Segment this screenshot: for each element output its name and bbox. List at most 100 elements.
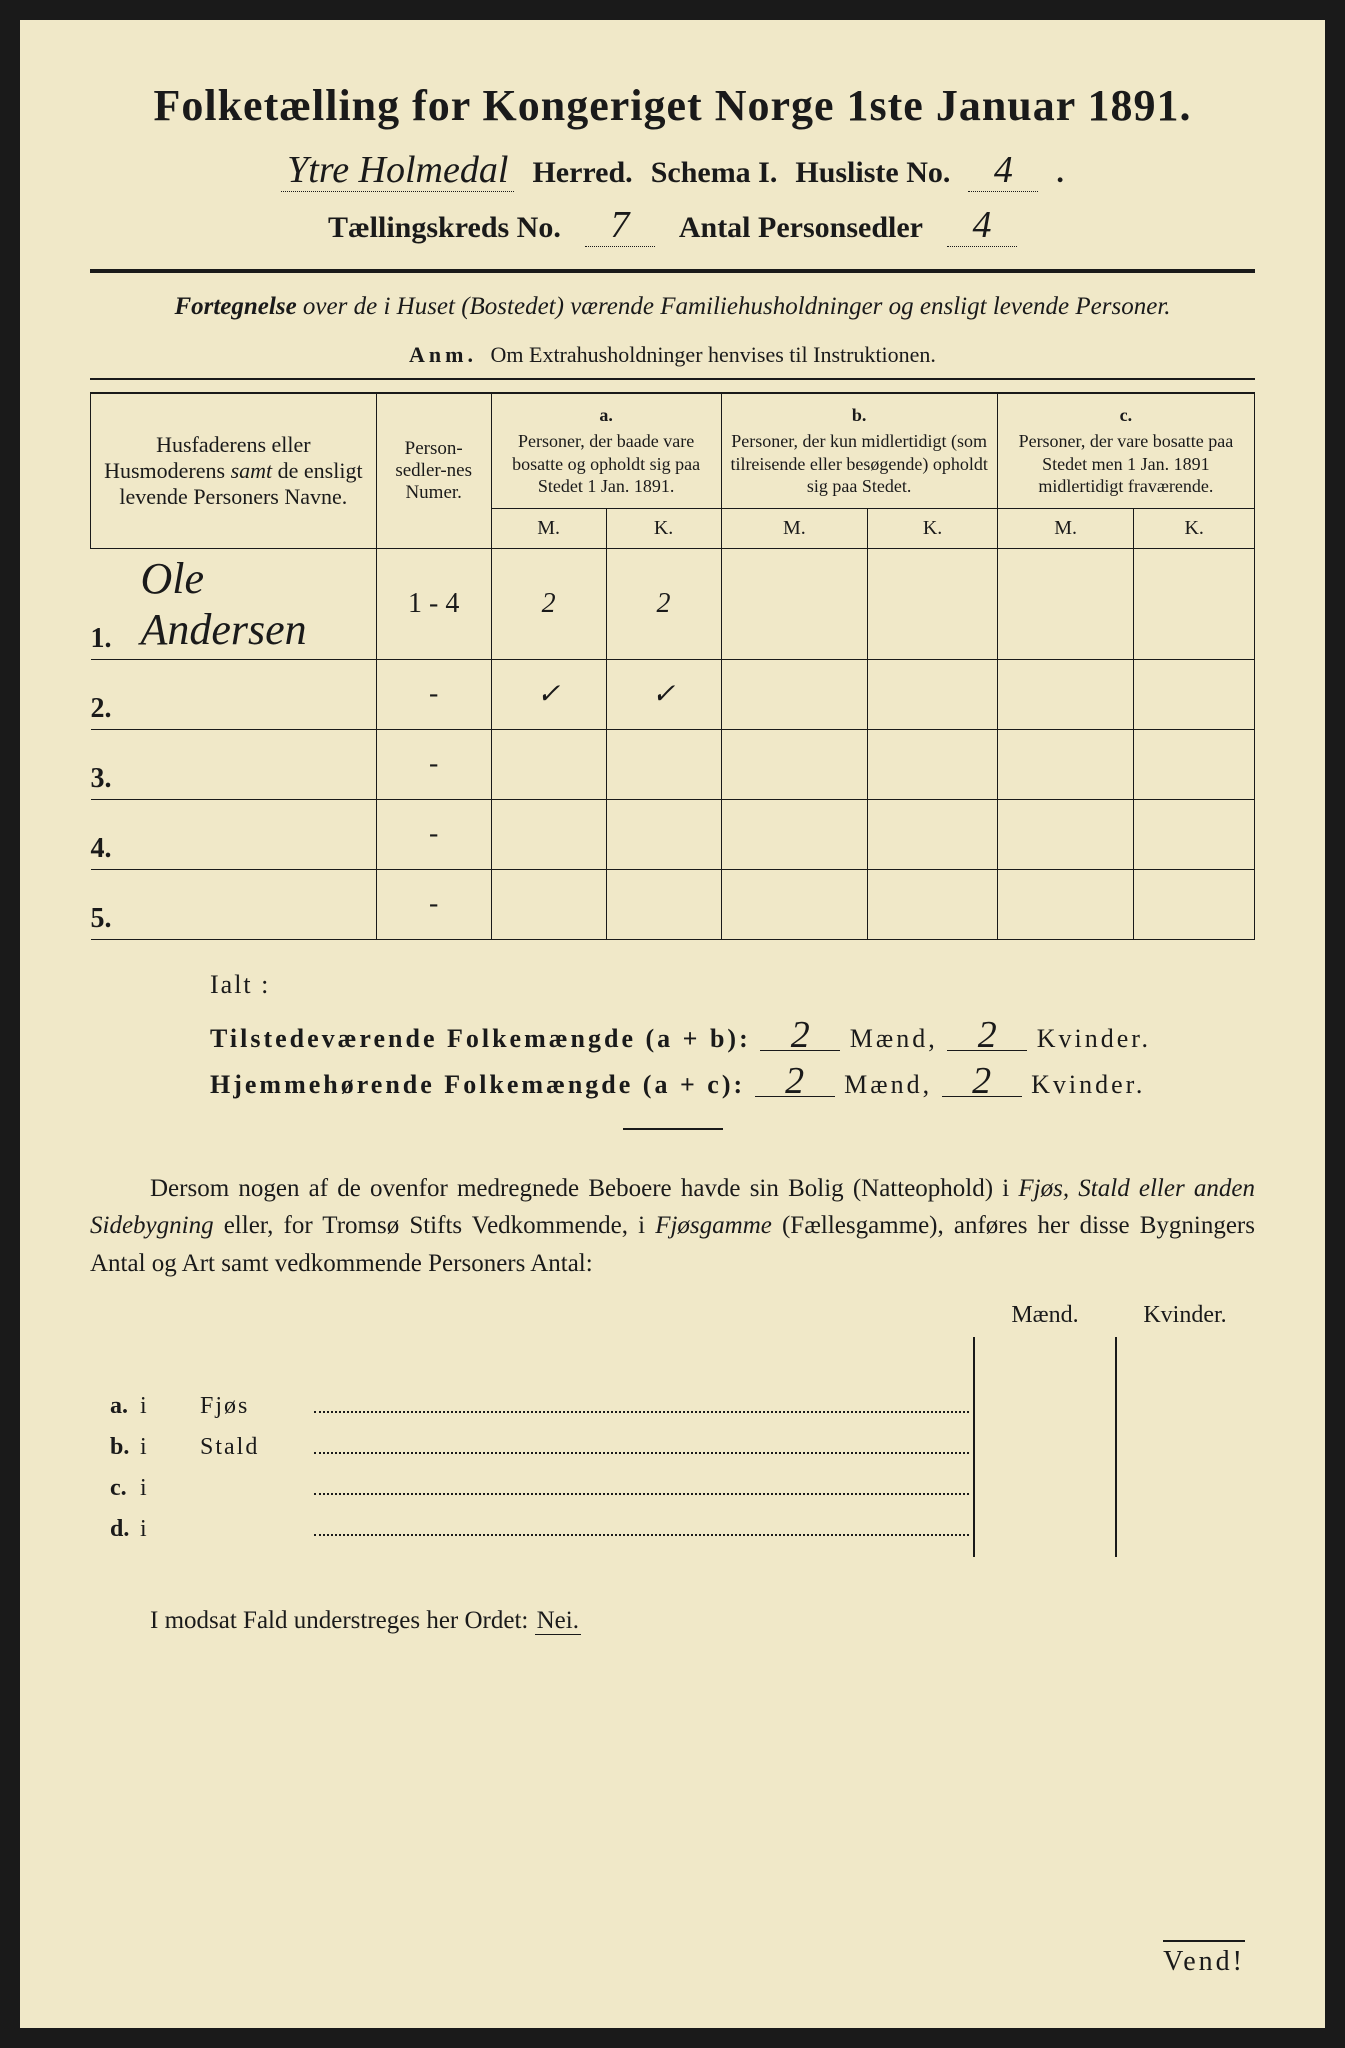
th-group-a: a. Personer, der baade vare bosatte og o…	[491, 393, 721, 509]
short-divider	[623, 1128, 723, 1130]
row-name	[131, 799, 377, 869]
dersom-i2: Fjøsgamme	[655, 1212, 772, 1239]
row-c-k	[1134, 659, 1255, 729]
row-b-m	[721, 799, 868, 869]
tilstede-k: 2	[947, 1020, 1027, 1051]
row-a-k: 2	[606, 548, 721, 659]
bld-i: i	[140, 1434, 200, 1461]
row-a-m	[491, 729, 606, 799]
modsat-nei: Nei.	[535, 1607, 581, 1635]
row-c-k	[1134, 869, 1255, 939]
antal-label: Antal Personsedler	[679, 211, 923, 245]
schema-label: Schema I.	[651, 156, 778, 190]
grp-c-letter: c.	[1006, 404, 1246, 427]
table-row: 5. -	[91, 869, 1255, 939]
row-num: 1.	[91, 548, 131, 659]
table-row: 1. Ole Andersen 1 - 4 2 2	[91, 548, 1255, 659]
bld-line: b. i Stald	[90, 1434, 973, 1461]
buildings-mk-cols	[973, 1337, 1255, 1557]
grp-c-text: Personer, der vare bosatte paa Stedet me…	[1019, 431, 1234, 496]
bld-letter: d.	[90, 1516, 140, 1543]
kreds-label: Tællingskreds No.	[328, 211, 561, 245]
census-table: Husfaderens eller Husmoderens samt de en…	[90, 392, 1255, 940]
bld-kvinder-header: Kvinder.	[1115, 1302, 1255, 1329]
buildings-section: a. i Fjøs b. i Stald c. i d. i	[90, 1337, 1255, 1557]
row-c-k	[1134, 799, 1255, 869]
ialt-label: Ialt :	[210, 970, 1255, 1000]
row-c-m	[997, 869, 1134, 939]
row-num: 3.	[91, 729, 131, 799]
anm-label: Anm.	[409, 342, 477, 367]
row-c-k	[1134, 729, 1255, 799]
row-a-k	[606, 729, 721, 799]
row-a-m: 2	[491, 548, 606, 659]
buildings-header-row: Mænd. Kvinder.	[90, 1302, 1255, 1329]
row-b-k	[868, 869, 998, 939]
row-name	[131, 869, 377, 939]
row-c-m	[997, 548, 1134, 659]
husliste-label: Husliste No.	[795, 156, 950, 190]
row-num: 5.	[91, 869, 131, 939]
husliste-value: 4	[968, 151, 1038, 192]
row-c-m	[997, 799, 1134, 869]
bld-line: a. i Fjøs	[90, 1393, 973, 1420]
herred-label: Herred.	[532, 156, 632, 190]
bld-maend-header: Mænd.	[975, 1302, 1115, 1329]
row-b-m	[721, 548, 868, 659]
row-b-k	[868, 548, 998, 659]
bld-letter: b.	[90, 1434, 140, 1461]
row-c-m	[997, 659, 1134, 729]
row-nummer: -	[376, 659, 491, 729]
modsat-text: I modsat Fald understreges her Ordet:	[150, 1607, 535, 1634]
row-nummer: 1 - 4	[376, 548, 491, 659]
th-a-k: K.	[606, 508, 721, 548]
row-name: Ole Andersen	[131, 548, 377, 659]
row-a-k	[606, 869, 721, 939]
header-line-1: Ytre Holmedal Herred. Schema I. Husliste…	[90, 151, 1255, 192]
th-c-m: M.	[997, 508, 1134, 548]
anm-line: Anm. Om Extrahusholdninger henvises til …	[90, 342, 1255, 368]
dersom-p2: eller, for Tromsø Stifts Vedkommende, i	[214, 1212, 656, 1239]
grp-b-text: Personer, der kun midlertidigt (som tilr…	[730, 431, 987, 496]
th-group-c: c. Personer, der vare bosatte paa Stedet…	[997, 393, 1254, 509]
grp-a-text: Personer, der baade vare bosatte og opho…	[512, 431, 700, 496]
th-names: Husfaderens eller Husmoderens samt de en…	[91, 393, 377, 549]
kvinder-label: Kvinder.	[1037, 1024, 1151, 1053]
dot-leader	[314, 1452, 969, 1454]
subtitle-section: Fortegnelse over de i Huset (Bostedet) v…	[90, 291, 1255, 368]
th-b-m: M.	[721, 508, 868, 548]
row-name	[131, 729, 377, 799]
th-nummer: Person-sedler-nes Numer.	[376, 393, 491, 549]
anm-text: Om Extrahusholdninger henvises til Instr…	[491, 342, 936, 367]
tilstede-label: Tilstedeværende Folkemængde (a + b):	[210, 1024, 751, 1053]
bld-line: c. i	[90, 1475, 973, 1502]
th-c-k: K.	[1134, 508, 1255, 548]
row-a-m: ✓	[491, 659, 606, 729]
row-nummer: -	[376, 869, 491, 939]
row-a-k	[606, 799, 721, 869]
dot-leader	[314, 1411, 969, 1413]
bld-kvinder-col	[1115, 1337, 1255, 1557]
bld-i: i	[140, 1393, 200, 1420]
name-entry: Ole Andersen	[141, 554, 307, 654]
divider	[90, 269, 1255, 273]
grp-b-letter: b.	[730, 404, 989, 427]
th-b-k: K.	[868, 508, 998, 548]
bld-line: d. i	[90, 1516, 973, 1543]
th-a-m: M.	[491, 508, 606, 548]
grp-a-letter: a.	[500, 404, 713, 427]
vend-footer: Vend!	[1163, 1940, 1245, 1978]
row-nummer: -	[376, 799, 491, 869]
bld-i: i	[140, 1475, 200, 1502]
dersom-p1: Dersom nogen af de ovenfor medregnede Be…	[150, 1175, 1018, 1202]
table-row: 4. -	[91, 799, 1255, 869]
totals-section: Ialt : Tilstedeværende Folkemængde (a + …	[210, 970, 1255, 1100]
row-c-m	[997, 729, 1134, 799]
bld-type: Fjøs	[200, 1393, 310, 1420]
tilstede-line: Tilstedeværende Folkemængde (a + b): 2 M…	[210, 1020, 1255, 1054]
row-b-m	[721, 659, 868, 729]
census-form-page: Folketælling for Kongeriget Norge 1ste J…	[20, 20, 1325, 2028]
buildings-labels: a. i Fjøs b. i Stald c. i d. i	[90, 1393, 973, 1557]
row-b-m	[721, 869, 868, 939]
hjemme-label: Hjemmehørende Folkemængde (a + c):	[210, 1070, 745, 1099]
